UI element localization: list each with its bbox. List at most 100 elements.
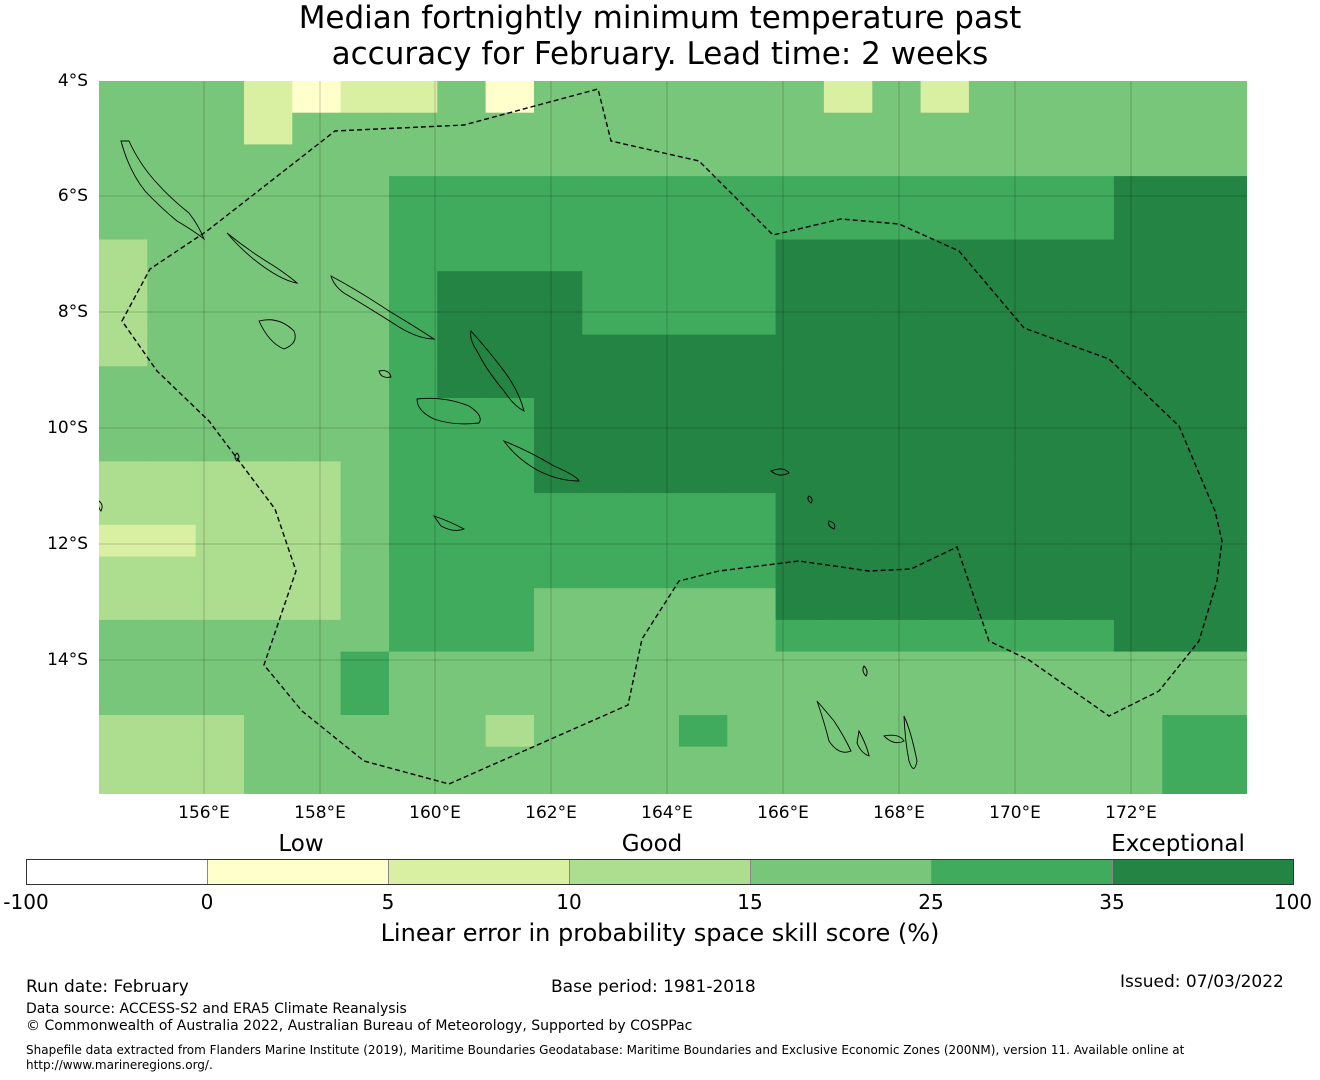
grid-cell [679,715,728,748]
issued-date: Issued: 07/03/2022 [1120,972,1284,992]
grid-cell [727,176,777,209]
grid-cell [147,144,197,177]
grid-cell [437,619,487,653]
grid-cell [872,366,922,399]
grid-cell [195,588,245,621]
grid-cell [437,239,487,272]
grid-cell [340,176,390,209]
grid-cell [679,493,728,526]
grid-cell [147,746,197,779]
grid-cell [1065,144,1115,177]
grid-cell [968,144,1018,177]
grid-cell [389,112,438,145]
grid-cell [1017,334,1067,367]
copyright-notice: © Commonwealth of Australia 2022, Austra… [26,1018,693,1034]
grid-cell [920,144,970,177]
grid-cell [534,176,583,209]
grid-cell [1065,207,1115,241]
colorbar-tick-15: 15 [737,890,763,914]
grid-cell [485,207,535,241]
data-source: Data source: ACCESS-S2 and ERA5 Climate … [26,1001,407,1017]
grid-cell [775,619,825,653]
coastlines [99,140,918,769]
grid-cell [582,429,632,462]
grid-cell [727,112,777,145]
grid-cell [292,683,342,716]
grid-cell [1113,461,1163,494]
grid-cell [99,619,148,653]
grid-cell [1210,619,1247,653]
grid-cell [292,556,342,589]
grid-cell [195,651,245,684]
grid-cell [485,176,535,209]
grid-cell [195,176,245,209]
grid-cell [1113,651,1163,684]
grid-cell [727,302,777,336]
grid-cell [823,334,873,367]
grid-cell [968,651,1018,684]
grid-cell [534,271,583,304]
grid-cell [340,271,390,304]
grid-cell [195,239,245,272]
grid-cell [99,398,148,431]
grid-cell [582,334,632,367]
grid-cell [485,144,535,177]
grid-cell [534,778,583,794]
grid-cell [582,398,632,431]
grid-cell [968,239,1018,272]
grid-cell [340,302,390,336]
grid-cell [437,366,487,399]
grid-cell [872,144,922,177]
grid-cell [1017,556,1067,589]
grid-cell [968,588,1018,621]
grid-cell [437,144,487,177]
grid-cell [244,619,293,653]
grid-cell [1017,271,1067,304]
grid-cell [1113,746,1163,779]
grid-cell [1210,746,1247,779]
colorbar-category-low: Low [278,831,324,857]
grid-cell [679,81,728,114]
grid-cell [292,429,342,462]
grid-cell [679,429,728,462]
grid-cell [872,271,922,304]
grid-cell [775,429,825,462]
grid-cell [1017,429,1067,462]
eez-boundary [121,88,1223,785]
grid-cell [195,144,245,177]
grid-cell [437,207,487,241]
grid-cell [630,81,680,114]
grid-cell [195,683,245,716]
grid-cell [1162,778,1212,794]
grid-cell [244,302,293,336]
grid-cell [582,683,632,716]
grid-cell [1162,366,1212,399]
grid-cell [1162,112,1212,145]
grid-cell [920,429,970,462]
grid-cell [1065,429,1115,462]
grid-cell [679,619,728,653]
grid-cell [147,239,197,272]
grid-cell [920,271,970,304]
grid-cell [534,239,583,272]
grid-cell [630,302,680,336]
lon-label-170e: 170°E [989,803,1041,823]
grid-cell [1113,429,1163,462]
grid-cell [775,207,825,241]
grid-cell [1017,239,1067,272]
grid-cell [485,746,535,779]
grid-cell [534,556,583,589]
lat-label-14s: 14°S [47,650,88,670]
base-period: Base period: 1981-2018 [551,977,756,997]
lon-label-158e: 158°E [294,803,346,823]
grid-cell [872,619,922,653]
grid-cell [823,524,873,558]
skill-score-map[interactable] [99,81,1247,794]
grid-cell [1017,651,1067,684]
grid-cell [292,112,342,145]
grid-cell [147,302,197,336]
grid-cell [1210,683,1247,716]
grid-cell [99,493,148,526]
grid-cell [99,271,148,304]
grid-cell [1162,334,1212,367]
